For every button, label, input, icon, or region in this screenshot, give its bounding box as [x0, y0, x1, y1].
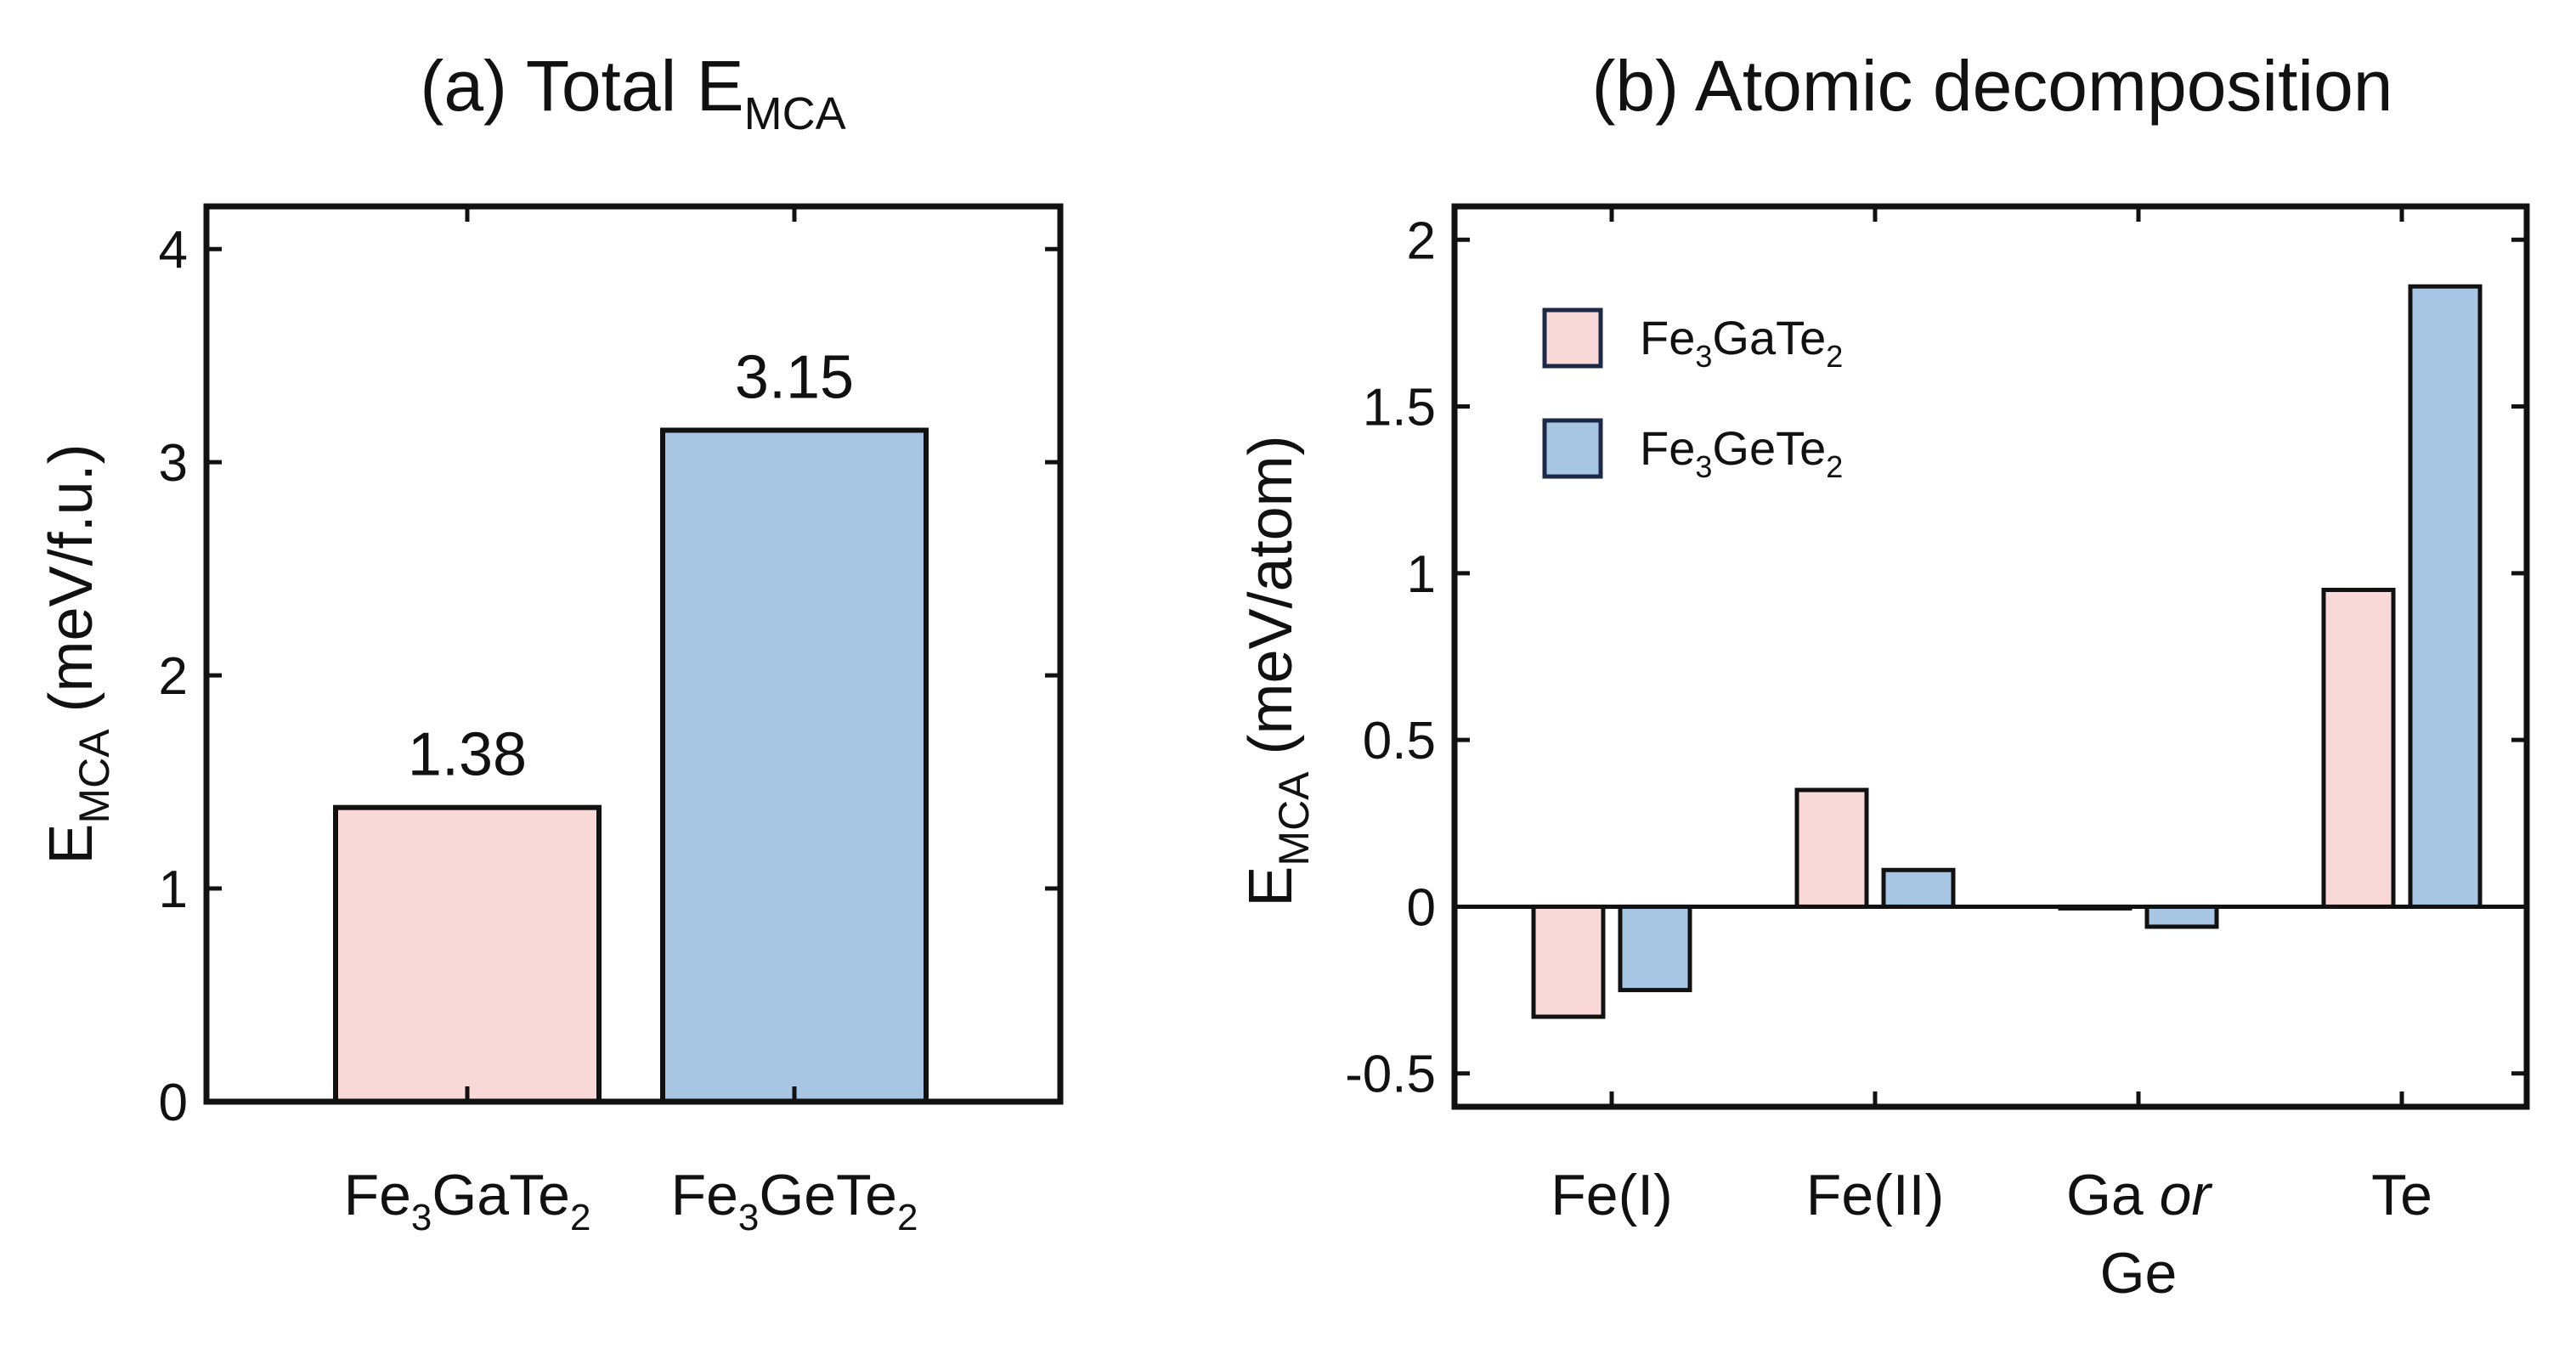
panel-a-title: (a) Total EMCA [420, 46, 845, 139]
panel-b-ytick-label: 2 [1407, 212, 1436, 270]
panel-b-legend-label: Fe3GeTe2 [1640, 421, 1843, 484]
panel-b-atomic-decomposition: (b) Atomic decomposition Fe(I) Fe(II) Ga or… [1237, 46, 2530, 1306]
panel-b-title: (b) Atomic decomposition [1591, 46, 2392, 126]
panel-b-legend-label-part: GaTe [1712, 311, 1826, 364]
panel-b-bar-Fe3GaTe2-4 [2321, 587, 2396, 909]
panel-b-category-label: Te [2371, 1163, 2432, 1227]
panel-b-bar-Fe3GeTe2-1 [1618, 904, 1692, 993]
panel-a-category-label-part: 3 [411, 1197, 432, 1238]
panel-b-ytick-label: 0.5 [1363, 712, 1436, 770]
panel-a-category-label: Fe3GeTe2 [671, 1163, 918, 1238]
panel-a-ytick-label: 1 [159, 860, 188, 919]
panel-b-ytick-label: 0 [1407, 878, 1436, 937]
panel-b-legend-label-part: 2 [1826, 449, 1843, 484]
panel-b-category-label-part: Fe(II) [1806, 1163, 1944, 1227]
panel-a-total-emca: (a) Total EMCA1.38Fe3GaTe23.15Fe3GeTe201… [37, 46, 1064, 1238]
panel-b-category-label-part: Ga [2066, 1163, 2160, 1227]
panel-a-category-label-part: Fe [671, 1163, 738, 1227]
panel-b-category-label: Fe(I) [1551, 1163, 1673, 1227]
panel-b-legend-label-part: Fe [1640, 421, 1695, 475]
panel-b-category-label: Ga or [2066, 1163, 2212, 1227]
panel-a-ylabel-sub: MCA [71, 729, 118, 824]
panel-a-axes-frame [203, 203, 1064, 1105]
panel-b-category-label: Ge [2100, 1241, 2178, 1306]
panel-b-ylabel-main: E [1237, 866, 1305, 907]
panel-b-legend-swatch [1542, 418, 1603, 479]
panel-a-bar-1 [333, 804, 602, 1105]
panel-b-legend-label: Fe3GaTe2 [1640, 311, 1843, 374]
panel-a-title-main: (a) Total E [420, 46, 743, 126]
panel-a-title-sub: MCA [744, 88, 846, 139]
panel-b-legend-label-part: Fe [1640, 311, 1695, 364]
panel-b-bar-Fe3GeTe2-3 [2144, 904, 2219, 929]
panel-b-legend-label-part: 2 [1826, 339, 1843, 374]
panel-b-ytick-label: 1.5 [1363, 379, 1436, 437]
panel-a-category-label-part: 3 [738, 1197, 759, 1238]
panel-a-category-label-part: 2 [897, 1197, 918, 1238]
panel-a-value-label: 1.38 [408, 721, 527, 789]
panel-a-bar-2 [660, 427, 929, 1104]
panel-a-category-label-part: GaTe [432, 1163, 570, 1227]
panel-b-legend-swatch [1542, 307, 1603, 369]
panel-a-value-label: 3.15 [735, 344, 854, 412]
panel-a-ytick-label: 2 [159, 647, 188, 706]
panel-a-ytick-label: 3 [159, 434, 188, 493]
panel-b-category-label: Fe(II) [1806, 1163, 1944, 1227]
panel-b-ylabel-sub: MCA [1270, 771, 1318, 866]
panel-a-ylabel-main: E [37, 824, 105, 865]
panel-b-axes-frame [1451, 203, 2530, 1110]
panel-a-category-label-part: GeTe [759, 1163, 897, 1227]
panel-a-ylabel-unit: (meV/f.u.) [37, 443, 105, 729]
panel-b-ylabel: EMCA (meV/atom) [1237, 435, 1318, 906]
panel-a-category-label-part: Fe [344, 1163, 411, 1227]
panel-b-legend-label-part: 3 [1695, 339, 1712, 374]
panel-b-category-label-part: or [2160, 1163, 2213, 1227]
panel-b-ylabel-unit: (meV/atom) [1237, 435, 1305, 771]
panel-a-ytick-label: 0 [159, 1074, 188, 1132]
panel-a-ytick-label: 4 [159, 221, 188, 279]
panel-b-bar-Fe3GeTe2-4 [2408, 284, 2483, 909]
panel-a-category-label: Fe3GaTe2 [344, 1163, 591, 1238]
panel-b-category-label-part: Ge [2100, 1241, 2178, 1306]
panel-b-legend-label-part: GeTe [1712, 421, 1826, 475]
panel-b-bar-Fe3GaTe2-2 [1794, 787, 1869, 909]
panel-b-category-label-part: Te [2371, 1163, 2432, 1227]
panel-a-ylabel: EMCA (meV/f.u.) [37, 443, 118, 864]
panel-b-category-label-part: Fe(I) [1551, 1163, 1673, 1227]
panel-b-bar-Fe3GaTe2-1 [1531, 904, 1606, 1019]
panel-b-ytick-label: 1 [1407, 545, 1436, 604]
panel-b-legend-label-part: 3 [1695, 449, 1712, 484]
panel-a-category-label-part: 2 [570, 1197, 590, 1238]
panel-b-ytick-label: -0.5 [1345, 1046, 1436, 1104]
panel-b-bar-Fe3GeTe2-2 [1881, 867, 1956, 909]
